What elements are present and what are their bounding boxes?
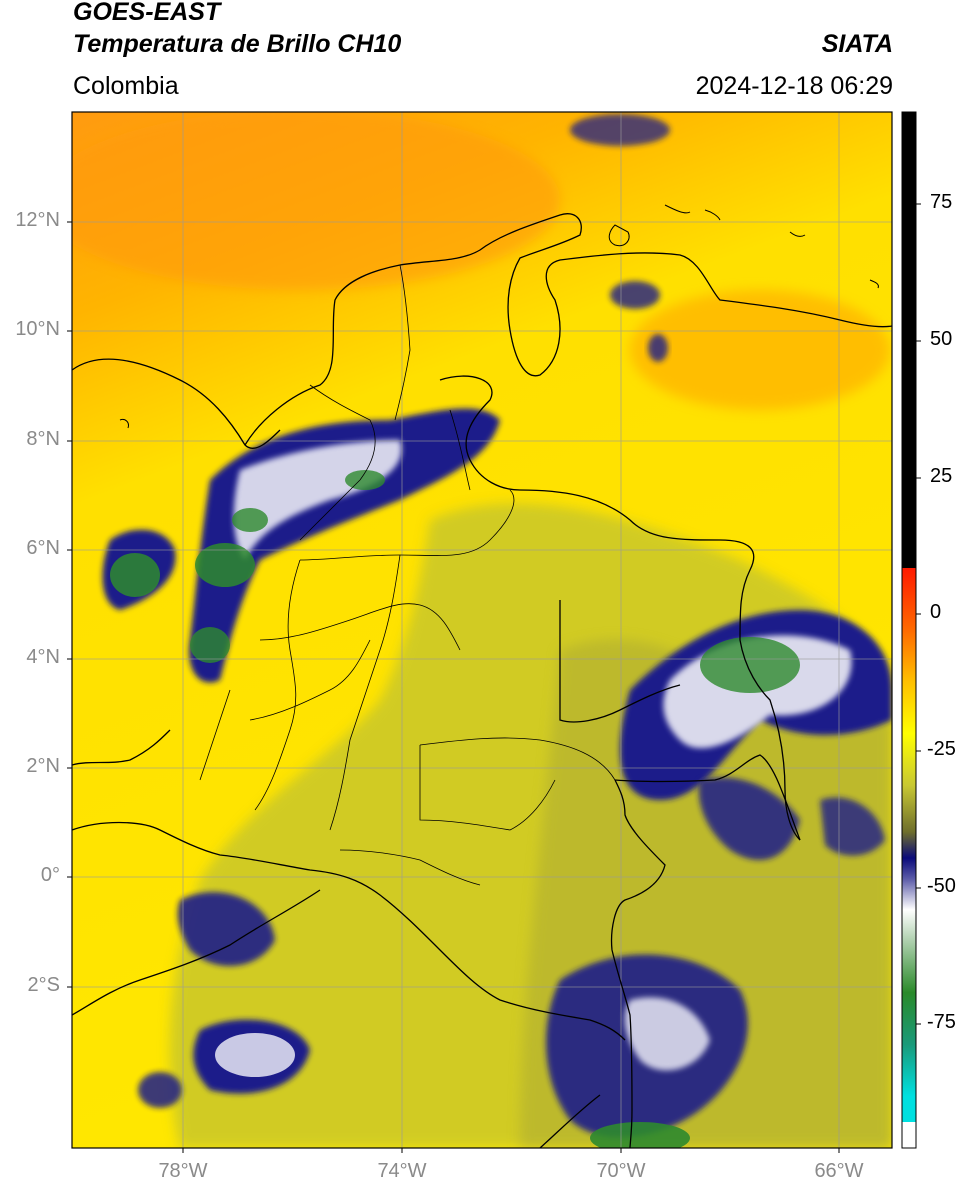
- cold-cloud-systems: [102, 114, 892, 1148]
- coastlines: [119, 204, 879, 429]
- satellite-imagery: [72, 112, 892, 1148]
- colorbar-tick-label: 75: [930, 191, 953, 213]
- brand-label: SIATA: [821, 30, 893, 58]
- colorbar-tick-label: 0: [930, 601, 942, 623]
- lat-tick-label: 2°N: [26, 755, 60, 777]
- lon-tick-label: 78°W: [158, 1160, 208, 1182]
- region-label: Colombia: [73, 72, 179, 100]
- colorbar-ticks: [916, 203, 921, 1025]
- colorbar-tick-label: -75: [927, 1011, 956, 1033]
- satellite-title: GOES-EAST: [73, 0, 221, 26]
- department-borders: [199, 264, 616, 886]
- colorbar-tick-label: 25: [930, 465, 953, 487]
- lat-tick-label: 12°N: [15, 209, 60, 231]
- lat-tick-label: 2°S: [27, 974, 60, 996]
- colorbar-tick-label: -50: [927, 875, 956, 897]
- country-borders: [72, 213, 892, 1148]
- lon-tick-label: 66°W: [814, 1160, 864, 1182]
- map-frame: [71, 111, 893, 1149]
- axis-ticks: [67, 221, 840, 1153]
- graticule: [72, 112, 892, 1148]
- lat-tick-label: 8°N: [26, 428, 60, 450]
- lon-tick-label: 70°W: [596, 1160, 646, 1182]
- lat-tick-label: 0°: [40, 864, 60, 886]
- colorbar-tick-label: 50: [930, 328, 953, 350]
- lat-tick-label: 10°N: [15, 318, 60, 340]
- colorbar-tick-label: -25: [927, 738, 956, 760]
- product-title: Temperatura de Brillo CH10: [73, 30, 402, 58]
- lat-tick-label: 6°N: [26, 537, 60, 559]
- colorbar: [901, 111, 917, 1149]
- lon-tick-label: 74°W: [377, 1160, 427, 1182]
- lat-tick-label: 4°N: [26, 646, 60, 668]
- timestamp-label: 2024-12-18 06:29: [695, 72, 893, 100]
